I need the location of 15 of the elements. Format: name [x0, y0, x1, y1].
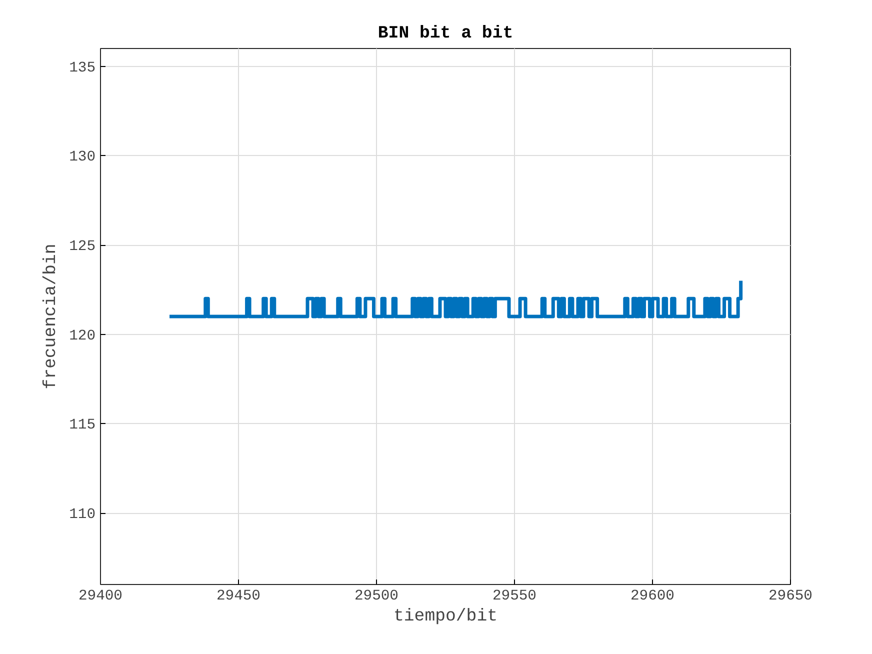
y-tick-label: 110: [69, 507, 96, 524]
chart-title: BIN bit a bit: [378, 24, 514, 44]
x-tick-label: 29550: [492, 588, 536, 604]
y-tick-label: 125: [69, 239, 96, 256]
x-tick-label: 29650: [768, 588, 812, 604]
x-tick-label: 29500: [354, 588, 398, 604]
y-tick-label: 130: [69, 150, 96, 166]
y-tick-label: 135: [69, 60, 96, 76]
x-tick-label: 29600: [630, 588, 674, 604]
x-tick-label: 29450: [216, 588, 260, 604]
x-axis-title: tiempo/bit: [394, 608, 498, 626]
y-tick-label: 120: [69, 328, 96, 344]
y-tick-label: 115: [69, 418, 96, 434]
y-axis-title: frecuencia/bin: [42, 244, 62, 390]
x-tick-label: 29400: [78, 588, 122, 604]
